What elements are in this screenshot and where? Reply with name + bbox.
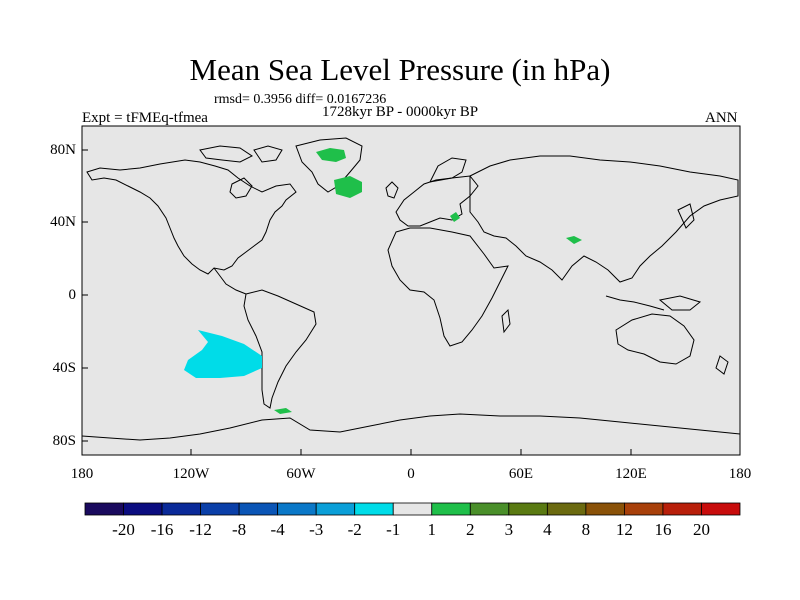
chart-title: Mean Sea Level Pressure (in hPa): [189, 52, 611, 87]
period-label: 1728kyr BP - 0000kyr BP: [322, 104, 479, 120]
colorbar-swatch: [315, 502, 356, 516]
greenland-positive-patch: [316, 148, 346, 162]
new-zealand-coast: [715, 355, 729, 375]
anomaly-patches: [184, 148, 582, 414]
colorbar-label: 2: [466, 520, 475, 539]
colorbar-swatch: [431, 502, 471, 516]
colorbar-label: -4: [270, 520, 285, 539]
north-atlantic-positive-patch: [334, 176, 362, 198]
colorbar-label: 4: [543, 520, 552, 539]
colorbar-label: 16: [654, 520, 672, 539]
lon-label: 60E: [508, 466, 534, 482]
antarctica-coast: [81, 413, 741, 441]
lon-label: 180: [728, 466, 752, 482]
central-america-coast: [213, 267, 247, 295]
colorbar-swatch: [200, 502, 240, 516]
hudson-bay: [229, 177, 253, 199]
colorbar-label: -2: [347, 520, 362, 539]
colorbar-label: 12: [615, 520, 633, 539]
colorbar-label: -12: [189, 520, 212, 539]
north-america-coast: [86, 159, 297, 275]
colorbar-label: -3: [309, 520, 324, 539]
colorbar-swatch: [392, 502, 433, 516]
europe-coast: [395, 175, 479, 227]
colorbar-swatch: [469, 502, 510, 516]
stats-text: rmsd= 0.3956 diff= 0.0167236: [214, 92, 387, 107]
lon-label: 60W: [286, 466, 316, 482]
colorbar-label: -16: [150, 520, 174, 539]
colorbar-swatch: [84, 502, 124, 516]
colorbar-swatch: [585, 502, 625, 516]
lat-label: 0: [68, 287, 77, 303]
indonesia-coast: [605, 295, 665, 311]
lon-label: 180: [70, 466, 94, 482]
colorbar-label: 20: [692, 520, 710, 539]
africa-coast: [387, 227, 509, 347]
colorbar-label: 8: [581, 520, 591, 539]
lat-label: 40S: [52, 360, 76, 376]
tibet-positive-patch: [566, 236, 582, 244]
south-pacific-negative-patch: [184, 330, 262, 378]
colorbar-label: 1: [427, 520, 437, 539]
australia-coast: [615, 313, 695, 365]
lon-label: 0: [407, 466, 415, 482]
japan-coast: [677, 203, 695, 229]
madagascar-coast: [501, 308, 511, 334]
colorbar-label: 3: [504, 520, 514, 539]
new-guinea-coast: [658, 295, 702, 311]
colorbar-swatch: [123, 502, 163, 516]
british-isles-coast: [385, 181, 399, 199]
coastlines: [81, 137, 741, 441]
colorbar-swatch: [161, 502, 201, 516]
colorbar-label: -8: [232, 520, 247, 539]
scandinavia-coast: [429, 157, 467, 183]
lat-label: 80N: [50, 142, 76, 158]
colorbar-swatch: [277, 502, 317, 516]
lat-label: 40N: [50, 214, 76, 230]
colorbar-swatch: [238, 502, 279, 516]
lon-label: 120E: [615, 466, 647, 482]
lon-label: 120W: [172, 466, 210, 482]
season-label: ANN: [705, 110, 738, 126]
colorbar-swatch: [546, 502, 587, 516]
arctic-island: [199, 145, 253, 163]
colorbar-label: -1: [386, 520, 401, 539]
south-america-coast: [243, 289, 317, 409]
asia-coast: [469, 155, 739, 283]
colorbar-swatch: [508, 502, 548, 516]
lat-label: 80S: [52, 433, 76, 449]
colorbar-swatch: [701, 502, 741, 516]
arctic-island: [253, 145, 283, 163]
colorbar-swatch: [624, 502, 664, 516]
axis-ticks: [82, 149, 632, 455]
experiment-label: Expt = tFMEq-tfmea: [82, 110, 208, 126]
colorbar-swatch: [662, 502, 702, 516]
balkans-positive-patch: [450, 212, 460, 222]
colorbar-swatch: [354, 502, 394, 516]
colorbar: [84, 502, 741, 516]
colorbar-label: -20: [112, 520, 135, 539]
drake-passage-positive-patch: [274, 408, 292, 414]
